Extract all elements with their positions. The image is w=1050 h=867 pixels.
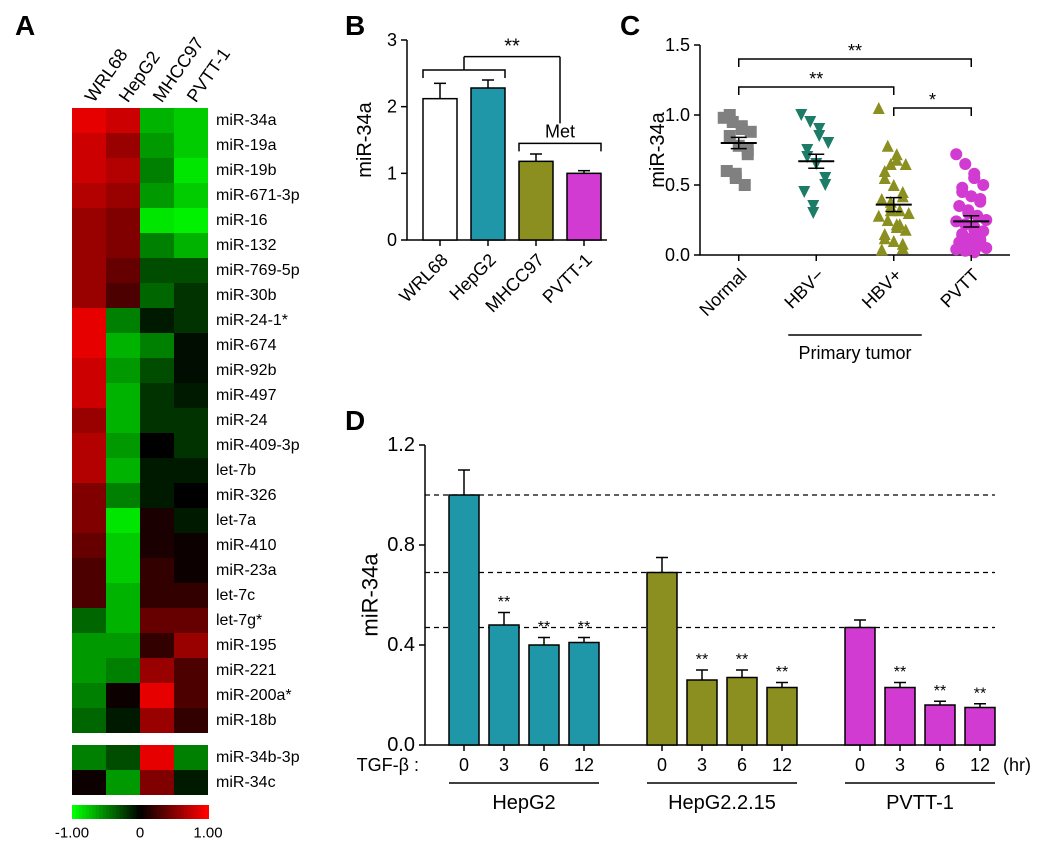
svg-text:**: **: [504, 36, 520, 58]
svg-text:0.0: 0.0: [665, 245, 690, 265]
svg-text:miR-132: miR-132: [216, 237, 277, 254]
svg-text:*: *: [929, 90, 936, 110]
svg-text:miR-18b: miR-18b: [216, 712, 277, 729]
svg-text:1.5: 1.5: [665, 35, 690, 55]
svg-text:miR-16: miR-16: [216, 212, 268, 229]
svg-text:TGF-β :: TGF-β :: [357, 755, 419, 775]
svg-text:0: 0: [855, 755, 865, 775]
svg-text:**: **: [894, 664, 906, 681]
svg-text:miR-34a: miR-34a: [647, 111, 669, 187]
svg-text:**: **: [776, 664, 788, 681]
svg-text:miR-34c: miR-34c: [216, 774, 276, 791]
svg-text:1: 1: [387, 163, 397, 183]
svg-text:miR-497: miR-497: [216, 387, 277, 404]
svg-text:0: 0: [657, 755, 667, 775]
svg-text:HBV−: HBV−: [780, 265, 828, 313]
figure: A B C D WRL68HepG2MHCC97PVTT-1miR-34amiR…: [10, 10, 1040, 857]
svg-text:**: **: [974, 685, 986, 702]
svg-text:miR-200a*: miR-200a*: [216, 687, 292, 704]
svg-text:PVTT-1: PVTT-1: [886, 792, 954, 814]
svg-text:HepG2: HepG2: [492, 792, 555, 814]
svg-text:**: **: [578, 619, 590, 636]
svg-text:Normal: Normal: [695, 265, 750, 320]
panel-B-barchart: 0123miR-34aWRL68HepG2MHCC97PVTT-1Met**: [345, 10, 635, 380]
svg-text:**: **: [498, 594, 510, 611]
svg-text:1.2: 1.2: [387, 434, 415, 456]
svg-text:let-7c: let-7c: [216, 587, 255, 604]
svg-text:let-7g*: let-7g*: [216, 612, 262, 629]
svg-text:0: 0: [136, 825, 144, 842]
svg-text:miR-410: miR-410: [216, 537, 277, 554]
svg-text:0.0: 0.0: [387, 734, 415, 756]
svg-text:3: 3: [895, 755, 905, 775]
svg-text:3: 3: [387, 30, 397, 50]
svg-text:3: 3: [499, 755, 509, 775]
svg-text:-1.00: -1.00: [55, 825, 89, 842]
svg-text:0.8: 0.8: [387, 534, 415, 556]
svg-text:12: 12: [772, 755, 792, 775]
svg-text:6: 6: [935, 755, 945, 775]
svg-text:miR-30b: miR-30b: [216, 287, 277, 304]
svg-text:miR-24: miR-24: [216, 412, 268, 429]
panel-C-scatter: 0.00.51.01.5miR-34aNormalHBV−HBV+PVTTPri…: [645, 10, 1040, 380]
svg-text:miR-34a: miR-34a: [358, 553, 383, 637]
svg-text:0.4: 0.4: [387, 634, 415, 656]
svg-text:0: 0: [459, 755, 469, 775]
svg-text:**: **: [934, 683, 946, 700]
svg-text:6: 6: [737, 755, 747, 775]
svg-text:miR-34a: miR-34a: [216, 112, 277, 129]
svg-text:12: 12: [970, 755, 990, 775]
svg-text:let-7a: let-7a: [216, 512, 256, 529]
svg-text:(hr): (hr): [1003, 755, 1031, 775]
svg-text:0: 0: [387, 230, 397, 250]
svg-text:let-7b: let-7b: [216, 462, 256, 479]
svg-text:PVTT: PVTT: [936, 265, 983, 312]
svg-text:miR-221: miR-221: [216, 662, 277, 679]
svg-text:**: **: [696, 652, 708, 669]
svg-text:miR-409-3p: miR-409-3p: [216, 437, 300, 454]
svg-text:miR-195: miR-195: [216, 637, 277, 654]
panel-D-barchart: 0.0 0.4 0.8 1.2 miR-34a 0 3 ** 6 ** 12 ** 0 3 ** 6 ** 12 *…: [345, 405, 1040, 857]
svg-text:HepG2.2.15: HepG2.2.15: [668, 792, 776, 814]
svg-text:3: 3: [697, 755, 707, 775]
svg-text:6: 6: [539, 755, 549, 775]
svg-text:HBV+: HBV+: [858, 265, 906, 313]
svg-text:Primary tumor: Primary tumor: [798, 343, 911, 363]
svg-text:miR-24-1*: miR-24-1*: [216, 312, 288, 329]
svg-text:12: 12: [574, 755, 594, 775]
svg-text:miR-769-5p: miR-769-5p: [216, 262, 300, 279]
svg-text:**: **: [848, 41, 862, 61]
svg-text:Met: Met: [545, 121, 575, 141]
svg-text:**: **: [809, 69, 823, 89]
svg-text:miR-34b-3p: miR-34b-3p: [216, 749, 300, 766]
svg-text:miR-674: miR-674: [216, 337, 277, 354]
svg-text:2: 2: [387, 97, 397, 117]
svg-text:WRL68: WRL68: [395, 250, 452, 307]
panel-A-heatmap: WRL68HepG2MHCC97PVTT-1miR-34amiR-19amiR-…: [10, 10, 340, 857]
svg-text:**: **: [736, 652, 748, 669]
svg-text:miR-23a: miR-23a: [216, 562, 277, 579]
svg-text:miR-671-3p: miR-671-3p: [216, 187, 300, 204]
svg-text:miR-92b: miR-92b: [216, 362, 277, 379]
svg-text:miR-19a: miR-19a: [216, 137, 277, 154]
svg-text:miR-34a: miR-34a: [354, 101, 376, 177]
svg-text:**: **: [538, 619, 550, 636]
svg-text:1.00: 1.00: [193, 825, 222, 842]
svg-text:miR-326: miR-326: [216, 487, 277, 504]
svg-text:miR-19b: miR-19b: [216, 162, 277, 179]
svg-text:PVTT-1: PVTT-1: [539, 250, 596, 307]
